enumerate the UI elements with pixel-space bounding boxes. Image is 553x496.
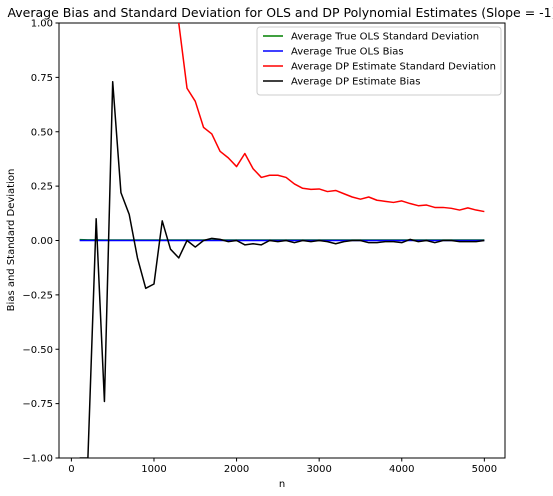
series-line-3 [79, 80, 485, 458]
x-tick-label: 3000 [306, 464, 331, 475]
legend-entry: Average DP Estimate Standard Deviation [291, 62, 496, 73]
x-tick-label: 2000 [224, 464, 249, 475]
x-tick-label: 0 [68, 464, 74, 475]
series-lines [79, 23, 485, 458]
y-tick-label: −1.00 [22, 454, 53, 465]
x-axis-label: n [279, 479, 285, 490]
y-axis: −1.00 −0.75 −0.50 −0.25 0.00 0.25 0.50 0.75 1.00 [22, 19, 59, 465]
x-tick-label: 4000 [389, 464, 414, 475]
legend: Average True OLS Standard Deviation Avera… [256, 26, 502, 96]
chart-title: Average Bias and Standard Deviation for … [7, 5, 553, 20]
legend-entry: Average DP Estimate Bias [291, 77, 420, 88]
series-line-2 [178, 23, 485, 213]
y-tick-label: 0.00 [31, 236, 53, 247]
y-tick-label: 1.00 [31, 19, 53, 30]
x-axis: 0 1000 2000 3000 4000 5000 [68, 458, 497, 475]
y-tick-label: 0.75 [31, 73, 53, 84]
y-tick-label: −0.75 [22, 399, 53, 410]
x-tick-label: 1000 [141, 464, 166, 475]
y-tick-label: 0.50 [31, 127, 53, 138]
y-tick-label: 0.25 [31, 182, 53, 193]
legend-entry: Average True OLS Standard Deviation [291, 32, 479, 43]
legend-entry: Average True OLS Bias [291, 47, 404, 58]
legend-box [256, 26, 502, 96]
y-axis-label: Bias and Standard Deviation [6, 169, 17, 312]
x-tick-label: 5000 [472, 464, 497, 475]
plot-area: 0 1000 2000 3000 4000 5000 −1.00 −0.75 −0.50 −0.… [22, 19, 506, 475]
y-tick-label: −0.25 [22, 290, 53, 301]
y-tick-label: −0.50 [22, 345, 53, 356]
